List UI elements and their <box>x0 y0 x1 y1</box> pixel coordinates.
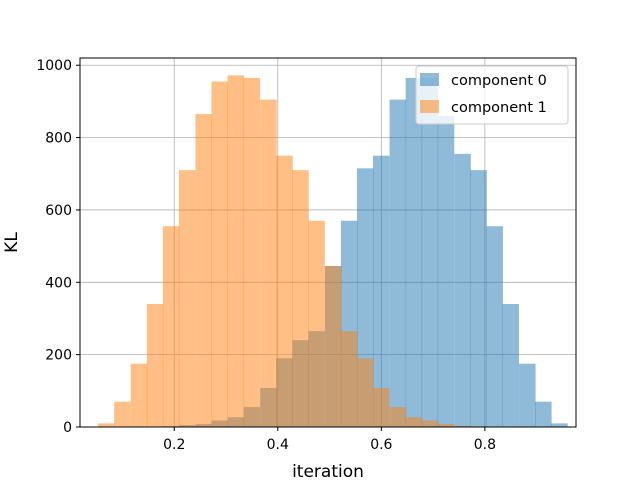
histogram-bar <box>454 153 471 427</box>
histogram-bar <box>308 220 325 427</box>
histogram-bar <box>340 331 358 427</box>
y-tick-label: 600 <box>45 203 72 219</box>
histogram-bar <box>373 155 390 428</box>
legend-label: component 0 <box>451 73 547 89</box>
x-tick-label: 0.8 <box>474 437 496 453</box>
y-tick-label: 1000 <box>36 58 72 74</box>
histogram-bar <box>389 407 407 427</box>
plot-frame <box>79 57 577 428</box>
histogram-bar <box>162 226 180 427</box>
histogram-bar <box>114 401 131 427</box>
histogram-bar <box>519 363 536 427</box>
histogram-bar <box>356 358 374 427</box>
histogram-bar <box>535 401 552 427</box>
histogram-bar <box>243 77 261 427</box>
legend: component 0 component 1 <box>415 65 569 125</box>
histogram-bar <box>373 387 390 427</box>
histogram-bar <box>437 115 455 427</box>
histogram-bar <box>260 99 277 428</box>
histogram-bar <box>405 77 423 427</box>
histogram-bar <box>130 363 148 427</box>
legend-box <box>415 65 569 125</box>
histogram-bar <box>276 155 293 428</box>
histogram-bar <box>405 417 423 427</box>
y-tick-label: 200 <box>45 348 72 364</box>
histogram-bar <box>211 81 229 427</box>
legend-swatch <box>420 73 439 86</box>
histogram-bar <box>227 75 245 427</box>
legend-label: component 1 <box>451 100 547 116</box>
x-tick-label: 0.4 <box>267 437 289 453</box>
histogram-bar <box>454 425 471 427</box>
x-axis-ticks: 0.2 0.4 0.6 0.8 <box>163 427 496 453</box>
y-tick-label: 400 <box>45 275 72 291</box>
histogram-bar <box>486 226 503 427</box>
histogram-bar <box>421 77 439 427</box>
y-tick-label: 800 <box>45 131 72 147</box>
histogram-bar <box>146 304 164 427</box>
legend-swatch <box>420 100 439 113</box>
series-1-bars <box>98 75 471 428</box>
histogram-bar <box>195 114 212 427</box>
histogram-bars <box>98 75 568 428</box>
y-axis-label: KL <box>2 232 22 253</box>
histogram-bar <box>324 266 342 427</box>
histogram-bar <box>421 420 439 427</box>
histogram-bar <box>292 170 309 427</box>
histogram-bar <box>551 423 568 427</box>
x-tick-label: 0.2 <box>163 437 185 453</box>
histogram-bar <box>98 423 115 427</box>
histogram-bar <box>502 304 519 427</box>
y-tick-label: 0 <box>63 420 72 436</box>
x-axis-label: iteration <box>292 462 364 480</box>
histogram-bar <box>389 99 407 428</box>
y-axis-ticks: 0 200 400 600 800 1000 <box>36 58 80 436</box>
histogram-bar <box>470 170 487 427</box>
histogram-bar <box>437 424 455 427</box>
histogram-bar <box>178 170 196 427</box>
x-tick-label: 0.6 <box>370 437 392 453</box>
